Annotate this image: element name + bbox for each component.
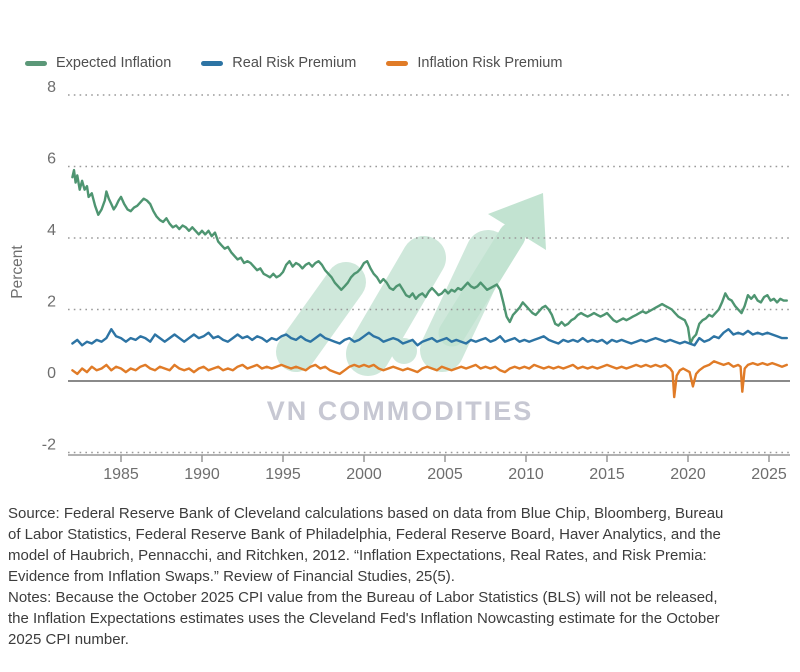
legend-item-real-risk-premium: Real Risk Premium	[201, 55, 356, 71]
source-line: Source: Federal Reserve Bank of Clevelan…	[8, 505, 724, 522]
source-line: Evidence from Inflation Swaps.” Review o…	[8, 568, 455, 585]
svg-text:1985: 1985	[103, 466, 139, 483]
notes-line: 2025 CPI number.	[8, 631, 129, 648]
legend-label: Real Risk Premium	[232, 55, 357, 71]
source-and-notes-text: Source: Federal Reserve Bank of Clevelan…	[8, 503, 794, 650]
svg-text:6: 6	[47, 151, 56, 168]
inflation-line-chart: 8 6 4 2 0 -2 1985 1990 1995 2000 2005 2010 2015 2020 2…	[9, 79, 790, 483]
svg-text:2020: 2020	[670, 466, 706, 483]
legend-item-inflation-risk-premium: Inflation Risk Premium	[386, 55, 562, 71]
chart-legend: Expected Inflation Real Risk Premium Inf…	[25, 55, 562, 71]
real-risk-premium-line-swatch	[201, 60, 224, 66]
svg-text:2000: 2000	[346, 466, 382, 483]
source-line: model of Haubrich, Pennacchi, and Ritchk…	[8, 547, 707, 564]
svg-text:2005: 2005	[427, 466, 463, 483]
expected-inflation-line-swatch	[25, 60, 47, 66]
y-axis-title: Percent	[9, 245, 26, 299]
svg-text:8: 8	[47, 79, 56, 96]
legend-label: Inflation Risk Premium	[417, 55, 563, 71]
svg-text:0: 0	[47, 365, 56, 382]
svg-text:1995: 1995	[265, 466, 301, 483]
svg-text:2015: 2015	[589, 466, 625, 483]
svg-text:2: 2	[47, 294, 56, 311]
svg-text:1990: 1990	[184, 466, 220, 483]
svg-text:2025: 2025	[751, 466, 787, 483]
axis-tick-labels: 8 6 4 2 0 -2 1985 1990 1995 2000 2005 2010 2015 2020 2…	[42, 79, 787, 483]
notes-line: Notes: Because the October 2025 CPI valu…	[8, 589, 718, 606]
x-axis	[68, 454, 790, 462]
inflation-risk-premium-line-swatch	[386, 60, 409, 66]
svg-text:-2: -2	[42, 437, 56, 454]
legend-label: Expected Inflation	[56, 55, 172, 71]
vn-commodities-watermark: VN COMMODITIES	[266, 396, 534, 426]
svg-text:2010: 2010	[508, 466, 544, 483]
gridlines	[68, 94, 790, 454]
source-line: of Labor Statistics, Federal Reserve Ban…	[8, 526, 721, 543]
notes-line: the Inflation Expectations estimates use…	[8, 610, 720, 627]
data-lines	[71, 168, 788, 399]
svg-text:4: 4	[47, 222, 56, 239]
legend-item-expected-inflation: Expected Inflation	[25, 55, 171, 71]
